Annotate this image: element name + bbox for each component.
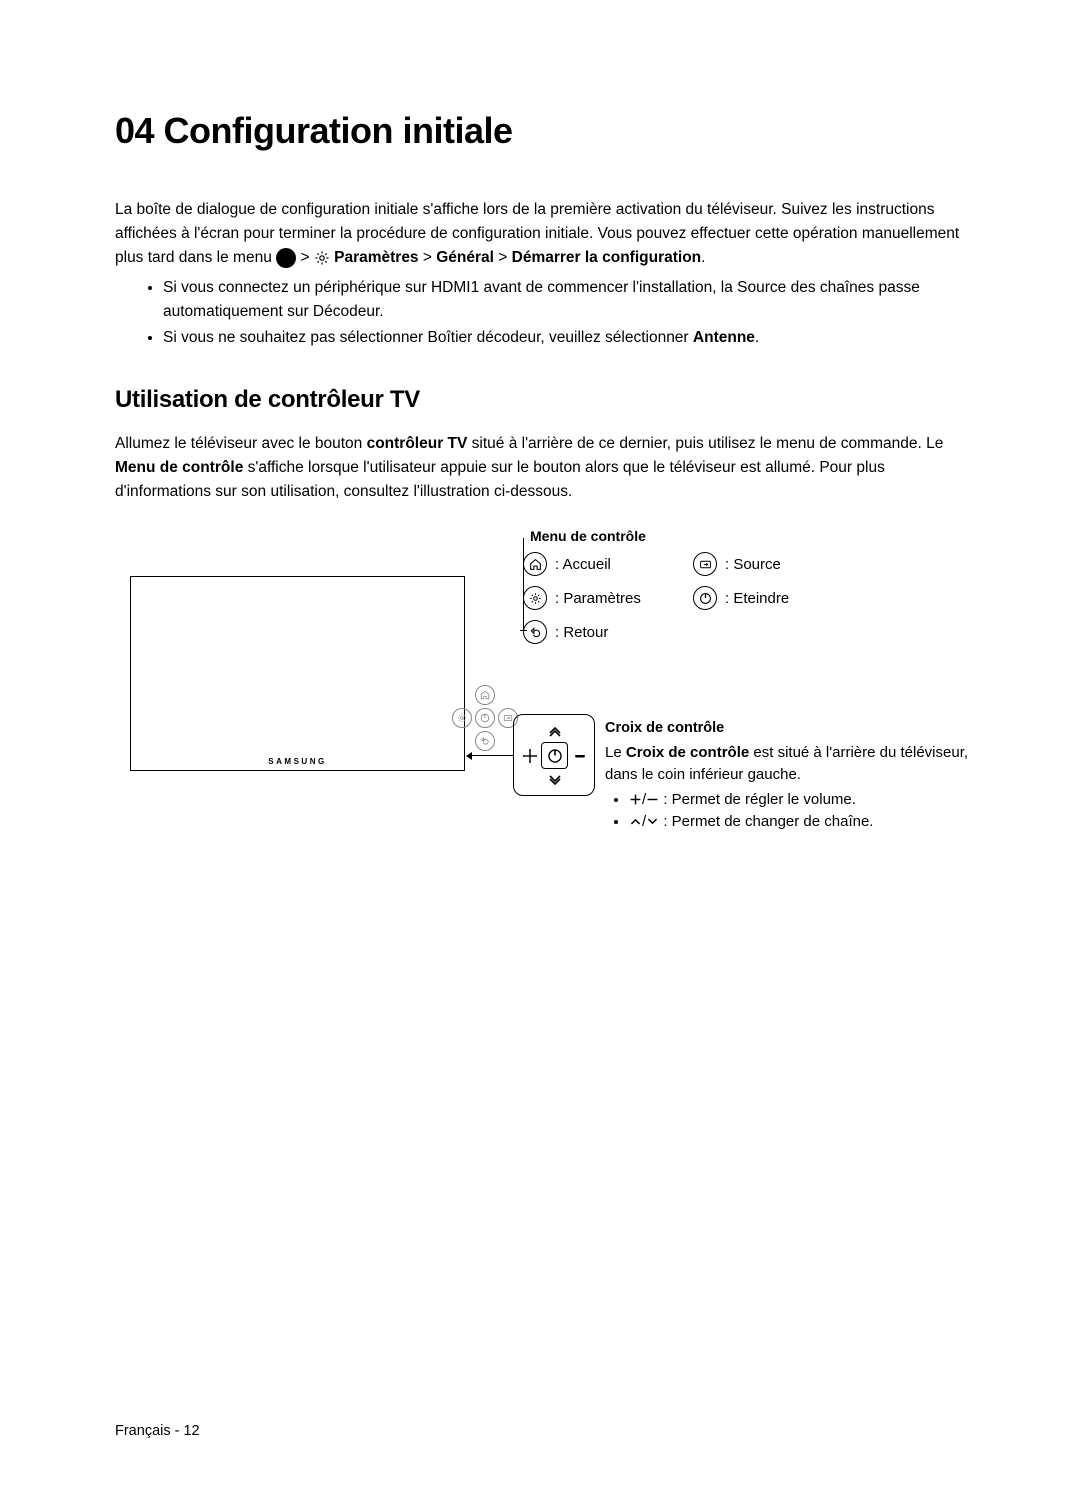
bullet-antenna-bold: Antenne bbox=[693, 329, 755, 346]
cross-vol-text: : Permet de régler le volume. bbox=[659, 791, 856, 808]
chevron-up-icon bbox=[629, 815, 642, 828]
cross-power-icon bbox=[541, 742, 568, 769]
period: . bbox=[701, 249, 705, 266]
cross-channel-line: / : Permet de changer de chaîne. bbox=[629, 811, 975, 834]
intro-bullets: Si vous connectez un périphérique sur HD… bbox=[115, 276, 965, 350]
power-icon bbox=[693, 586, 717, 610]
legend-home: : Accueil bbox=[523, 552, 693, 576]
brand-label: SAMSUNG bbox=[268, 757, 326, 766]
bullet-hdmi: Si vous connectez un périphérique sur HD… bbox=[163, 276, 965, 324]
breadcrumb-params: Paramètres bbox=[334, 249, 418, 266]
ct2: Croix de contrôle bbox=[626, 744, 749, 761]
chevron-down-icon bbox=[646, 815, 659, 828]
page-heading: 04 Configuration initiale bbox=[115, 110, 965, 152]
ct1: Le bbox=[605, 744, 626, 761]
cross-title: Croix de contrôle bbox=[605, 718, 975, 740]
return-icon bbox=[523, 620, 547, 644]
breadcrumb-start: Démarrer la configuration bbox=[512, 249, 702, 266]
cross-leader-line bbox=[467, 755, 513, 756]
legend-off-label: : Eteindre bbox=[725, 590, 789, 607]
legend-return: : Retour bbox=[523, 620, 693, 644]
legend-return-label: : Retour bbox=[555, 624, 608, 641]
pt-a: Allumez le téléviseur avec le bouton bbox=[115, 435, 367, 452]
breadcrumb-sep: > bbox=[423, 249, 436, 266]
bullet-antenna-text: Si vous ne souhaitez pas sélectionner Bo… bbox=[163, 329, 693, 346]
icon-legend: : Accueil : Source : Paramètres : Eteind… bbox=[523, 552, 863, 644]
cross-minus-icon bbox=[566, 742, 593, 769]
plus-icon bbox=[629, 793, 642, 806]
legend-off: : Eteindre bbox=[693, 586, 863, 610]
cross-text: Le Croix de contrôle est situé à l'arriè… bbox=[605, 742, 975, 787]
pt-d: Menu de contrôle bbox=[115, 459, 243, 476]
breadcrumb-general: Général bbox=[436, 249, 494, 266]
home-icon bbox=[523, 552, 547, 576]
panel-return-icon bbox=[475, 731, 495, 751]
gear-icon bbox=[523, 586, 547, 610]
legend-settings: : Paramètres bbox=[523, 586, 693, 610]
breadcrumb-sep: > bbox=[300, 249, 313, 266]
cross-up-icon bbox=[541, 717, 568, 744]
pt-b: contrôleur TV bbox=[367, 435, 468, 452]
control-cross bbox=[513, 714, 595, 796]
controller-paragraph: Allumez le téléviseur avec le bouton con… bbox=[115, 432, 965, 504]
panel-gear-icon bbox=[452, 708, 472, 728]
period: . bbox=[755, 329, 759, 346]
minus-icon bbox=[646, 793, 659, 806]
cross-description: Croix de contrôle Le Croix de contrôle e… bbox=[605, 718, 975, 834]
cross-down-icon bbox=[541, 767, 568, 794]
legend-source-label: : Source bbox=[725, 556, 781, 573]
tv-control-panel bbox=[450, 685, 520, 754]
subheading: Utilisation de contrôleur TV bbox=[115, 386, 965, 414]
legend-home-label: : Accueil bbox=[555, 556, 611, 573]
cross-volume-line: / : Permet de régler le volume. bbox=[629, 789, 975, 812]
cross-ch-text: : Permet de changer de chaîne. bbox=[659, 813, 873, 830]
pt-c: situé à l'arrière de ce dernier, puis ut… bbox=[467, 435, 943, 452]
legend-settings-label: : Paramètres bbox=[555, 590, 641, 607]
cross-plus-icon bbox=[516, 742, 543, 769]
intro-paragraph: La boîte de dialogue de configuration in… bbox=[115, 198, 965, 270]
menu-title: Menu de contrôle bbox=[530, 528, 646, 544]
legend-source: : Source bbox=[693, 552, 863, 576]
diagram: SAMSUNG Menu de contrôle : Accueil : Sou… bbox=[115, 528, 965, 928]
bullet-antenna: Si vous ne souhaitez pas sélectionner Bo… bbox=[163, 326, 965, 350]
panel-power-icon bbox=[475, 708, 495, 728]
gear-icon bbox=[314, 250, 330, 266]
tv-outline: SAMSUNG bbox=[130, 576, 465, 771]
page-footer: Français - 12 bbox=[115, 1423, 200, 1439]
source-icon bbox=[693, 552, 717, 576]
panel-home-icon bbox=[475, 685, 495, 705]
home-icon bbox=[276, 248, 296, 268]
breadcrumb-sep: > bbox=[498, 249, 511, 266]
